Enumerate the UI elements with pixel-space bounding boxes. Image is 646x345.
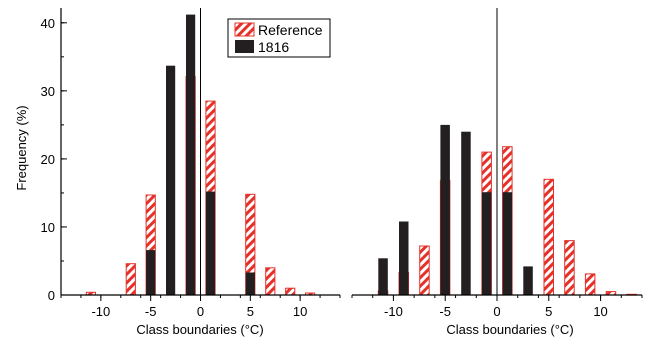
left-bar-1816 [186, 14, 196, 295]
left-y-tick-label: 10 [41, 220, 55, 235]
legend-swatch-1816 [235, 40, 254, 53]
left-bar-reference [265, 267, 276, 296]
left-x-axis-title: Class boundaries (°C) [136, 322, 263, 337]
right-bar-1816 [502, 192, 513, 295]
right-bar-1816 [399, 221, 409, 295]
right-bars [377, 124, 637, 296]
left-x-tick-label: 0 [197, 304, 204, 319]
left-y-tick-label: 30 [41, 84, 55, 99]
left-panel: -10 -5 0 5 10 0 10 20 30 40 Frequency (%) Class b… [14, 8, 341, 337]
legend-swatch-reference [234, 22, 255, 37]
legend: Reference 1816 [227, 18, 331, 58]
right-x-tick-label: 0 [493, 304, 500, 319]
right-x-tick-label: 5 [545, 304, 552, 319]
left-x-tick-label: 5 [247, 304, 254, 319]
right-axes: -10 -5 0 5 10 [351, 8, 643, 319]
left-bar-reference [125, 263, 136, 296]
right-bar-reference [543, 178, 554, 296]
left-bars [85, 14, 316, 296]
right-bar-1816 [461, 131, 471, 295]
right-bar-reference [419, 245, 430, 296]
left-y-tick-label: 40 [41, 16, 55, 31]
left-bar-1816 [166, 65, 176, 295]
left-x-tick-label: 10 [293, 304, 307, 319]
left-y-axis-title: Frequency (%) [14, 105, 29, 190]
right-bar-1816 [523, 266, 533, 295]
right-bar-reference [584, 273, 596, 296]
right-x-tick-label: -5 [439, 304, 451, 319]
legend-label-reference: Reference [258, 22, 323, 38]
right-panel: -10 -5 0 5 10 Class boundaries (°C) [351, 8, 643, 337]
right-x-tick-label: -10 [384, 304, 403, 319]
left-y-tick-label: 20 [41, 152, 55, 167]
right-bar-1816 [378, 258, 388, 295]
right-x-tick-label: 10 [593, 304, 607, 319]
left-bar-1816 [146, 250, 156, 295]
legend-label-1816: 1816 [258, 39, 289, 55]
left-axes: -10 -5 0 5 10 0 10 20 30 40 [41, 8, 341, 319]
right-x-axis-title: Class boundaries (°C) [446, 322, 573, 337]
left-bar-reference [285, 287, 296, 296]
left-bar-1816 [205, 191, 216, 295]
left-x-tick-label: -5 [145, 304, 157, 319]
left-x-tick-label: -10 [91, 304, 110, 319]
right-bar-1816 [440, 124, 450, 296]
right-bar-reference [564, 240, 575, 296]
left-y-tick-label: 0 [48, 288, 55, 303]
left-bar-1816 [245, 272, 255, 295]
right-bar-1816 [481, 192, 492, 295]
